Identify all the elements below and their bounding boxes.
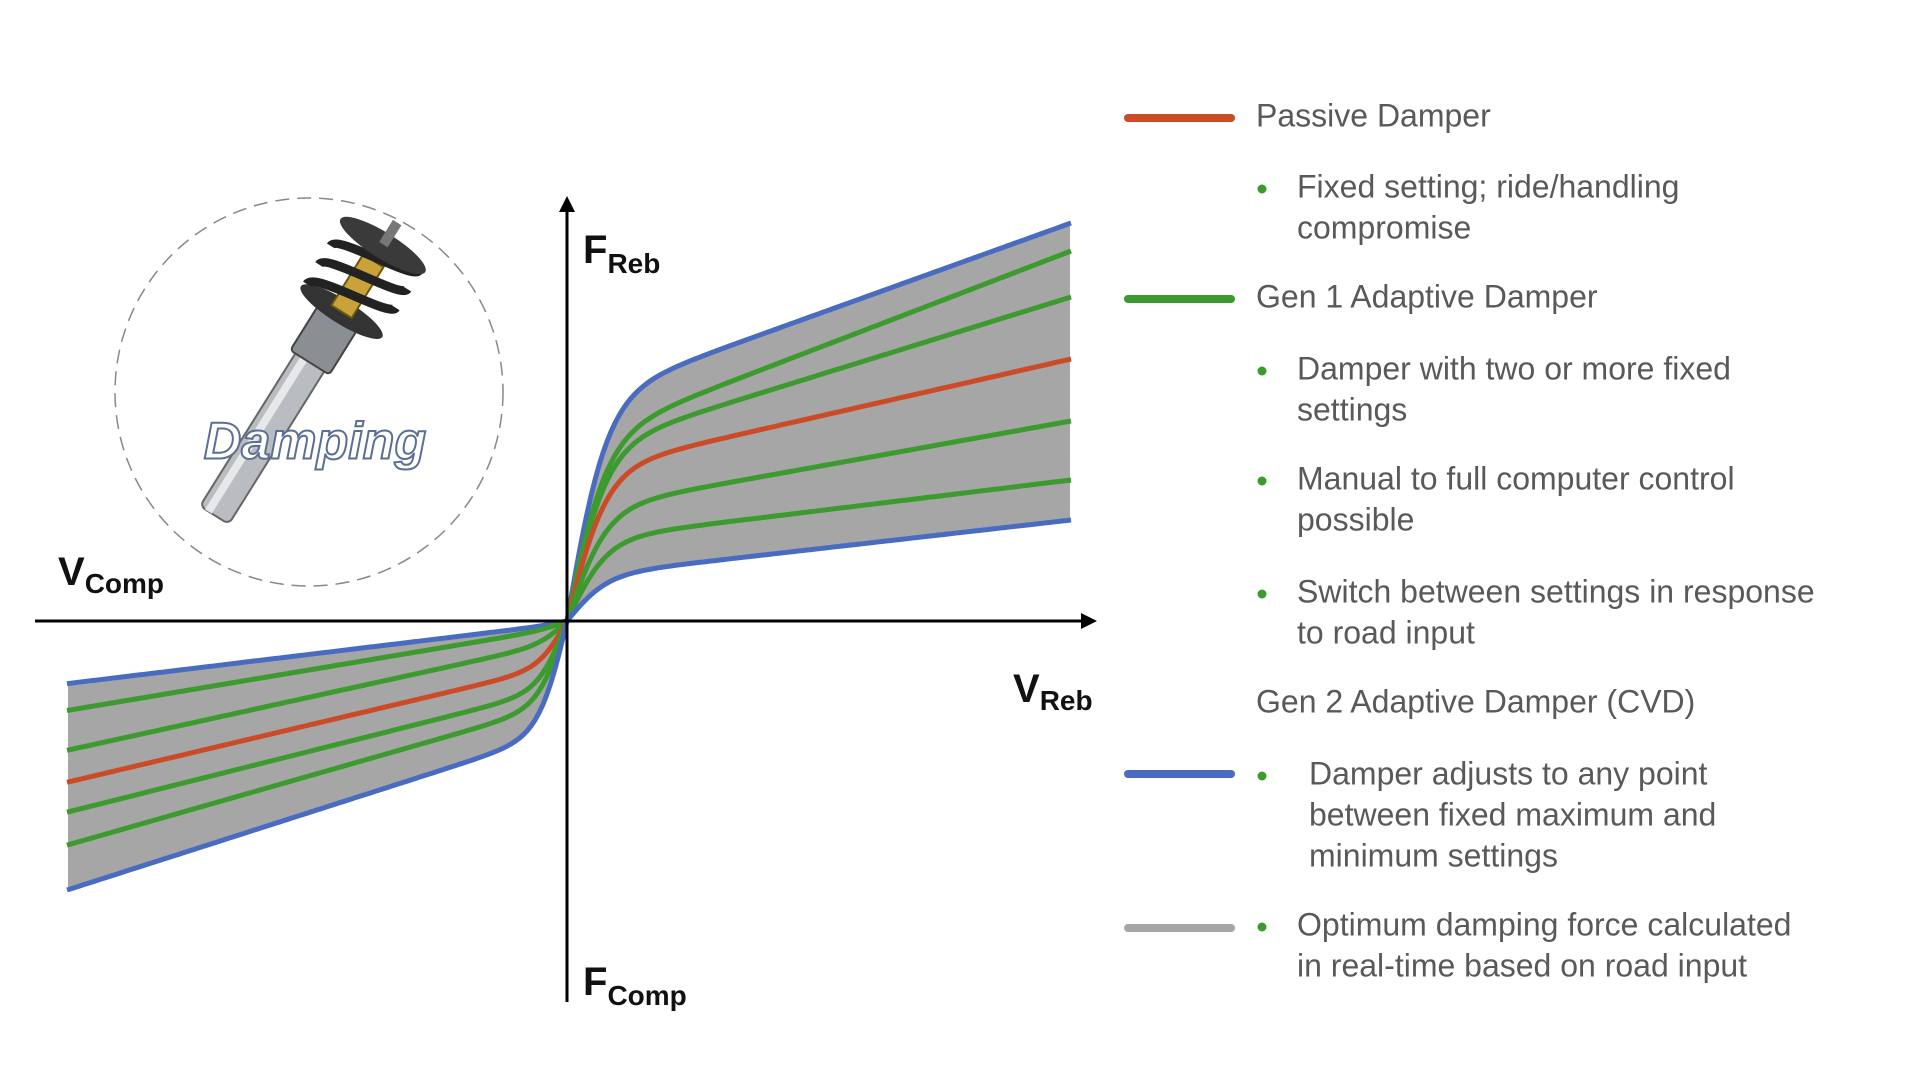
legend-title: Gen 2 Adaptive Damper (CVD)	[1256, 683, 1695, 719]
damper-curve	[564, 356, 1072, 622]
damper-curve	[66, 619, 569, 753]
bullet-dot	[1257, 589, 1267, 599]
bullet-text: in real-time based on road input	[1297, 947, 1747, 983]
damper-curve	[565, 517, 1072, 623]
damper-curve	[66, 618, 568, 713]
image-label: Damping	[204, 413, 426, 471]
legend-title: Gen 1 Adaptive Damper	[1256, 278, 1598, 314]
bullet-dot	[1257, 184, 1267, 194]
damper-curve	[66, 620, 570, 893]
bullet-dot	[1257, 771, 1267, 781]
bullet-dot	[1257, 922, 1267, 932]
legend-title: Passive Damper	[1256, 97, 1491, 133]
bullet-text: between fixed maximum and	[1309, 796, 1716, 832]
bullet-dot	[1257, 366, 1267, 376]
damper-curve	[564, 418, 1072, 622]
damper-curve	[66, 618, 568, 687]
axis-label: FReb	[583, 228, 660, 280]
damper-curve	[564, 248, 1072, 622]
damper-curves	[66, 220, 1072, 893]
damper-curve	[564, 294, 1072, 622]
bullet-text: minimum settings	[1309, 837, 1558, 873]
damper-curve	[66, 620, 570, 848]
bullet-text: Fixed setting; ride/handling	[1297, 168, 1679, 204]
damper-curve	[66, 620, 570, 815]
damper-curve	[66, 619, 570, 785]
bullet-text: settings	[1297, 391, 1407, 427]
damper-curve	[564, 220, 1072, 622]
damper-curve	[564, 477, 1072, 623]
bullet-text: Switch between settings in response	[1297, 573, 1815, 609]
bullet-text: to road input	[1297, 614, 1475, 650]
axis-label: VComp	[58, 550, 164, 600]
bullet-text: Damper adjusts to any point	[1309, 755, 1708, 791]
y-arrow	[559, 196, 575, 212]
bullet-text: compromise	[1297, 209, 1471, 245]
bullet-text: Damper with two or more fixed	[1297, 350, 1731, 386]
axis-label: FComp	[583, 960, 687, 1012]
bullet-text: Manual to full computer control	[1297, 460, 1735, 496]
legend: Passive Damper Gen 1 Adaptive Damper Gen…	[1124, 97, 1815, 983]
damper-illustration: Damping	[114, 197, 504, 587]
bullet-dot	[1257, 476, 1267, 486]
axis-label: VReb	[1013, 667, 1093, 717]
bullet-text: Optimum damping force calculated	[1297, 906, 1791, 942]
bullet-text: possible	[1297, 501, 1414, 537]
x-arrow	[1081, 613, 1097, 629]
